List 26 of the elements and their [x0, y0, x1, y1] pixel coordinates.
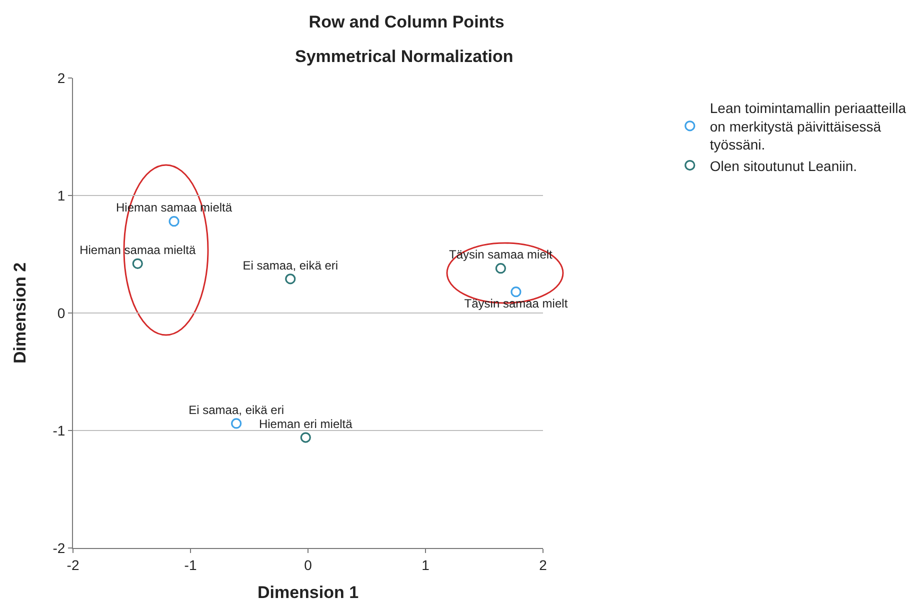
data-label: Hieman eri mieltä: [258, 416, 353, 431]
x-tick-label: -1: [184, 556, 197, 573]
x-tick-label: 0: [304, 556, 312, 573]
chart-subtitle: Symmetrical Normalization: [295, 47, 514, 66]
point: [495, 263, 506, 274]
point: [300, 432, 311, 443]
data-label: Ei samaa, eikä eri: [242, 258, 338, 272]
point: [132, 258, 143, 269]
y-tick-label: 2: [57, 70, 66, 86]
x-axis-title: Dimension 1: [257, 583, 359, 602]
x-tick-label: 2: [539, 556, 548, 573]
chart-title: Row and Column Points: [308, 12, 504, 32]
data-label: Hieman samaa mieltä: [80, 243, 196, 258]
y-tick-label: 0: [57, 304, 66, 321]
point: [285, 274, 296, 284]
y-tick-label: 1: [57, 187, 66, 204]
legend-label: Lean toimintamallin periaatteilla on merkitystä päivittäisessä työssäni.: [710, 100, 906, 153]
point: [510, 286, 522, 298]
legend-label: Olen sitoutunut Leaniin.: [710, 158, 858, 174]
y-tick-label: -2: [52, 540, 66, 556]
y-axis-title: Dimension 2: [10, 262, 30, 364]
point: [231, 418, 242, 429]
y-tick-label: -1: [52, 422, 66, 438]
point: [168, 216, 180, 227]
data-label: Ei samaa, eikä eri: [188, 402, 284, 417]
x-tick-label: 1: [422, 556, 430, 573]
